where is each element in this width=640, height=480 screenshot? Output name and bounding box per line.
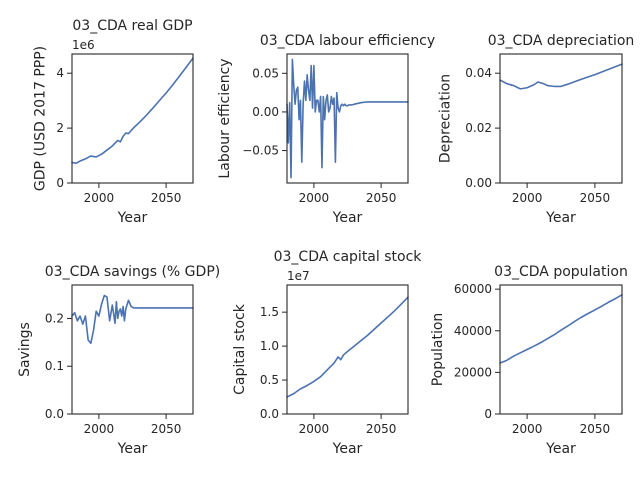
- axes-frame: [286, 53, 409, 184]
- x-tick-label: 2000: [512, 422, 543, 436]
- chart-title: 03_CDA depreciation: [488, 33, 635, 49]
- y-tick-label: 2: [56, 121, 64, 135]
- series-line: [499, 293, 623, 364]
- axis-offset-label: 1e6: [72, 38, 95, 52]
- x-axis-label: Year: [332, 210, 363, 226]
- axis-offset-label: 1e7: [287, 269, 310, 283]
- x-tick-label: 2000: [84, 422, 115, 436]
- x-tick-label: 2050: [366, 422, 397, 436]
- y-tick-label: 0.5: [260, 373, 279, 387]
- x-axis-label: Year: [117, 441, 148, 457]
- y-axis-label: Depreciation: [438, 74, 454, 163]
- series-line: [71, 294, 194, 345]
- x-tick-label: 2050: [151, 191, 182, 205]
- x-axis-label: Year: [332, 441, 363, 457]
- y-tick-label: 0.2: [45, 311, 64, 325]
- x-tick-label: 2000: [299, 191, 330, 205]
- chart-title: 03_CDA real GDP: [72, 18, 192, 34]
- y-tick-label: 40000: [454, 324, 492, 338]
- y-tick-label: 0: [56, 176, 64, 190]
- y-tick-label: 0.1: [45, 359, 64, 373]
- x-tick-label: 2050: [580, 422, 611, 436]
- x-tick-label: 2000: [299, 422, 330, 436]
- y-tick-label: 0.0: [45, 407, 64, 421]
- x-tick-label: 2050: [366, 191, 397, 205]
- y-tick-label: 1.0: [260, 339, 279, 353]
- chart-title: 03_CDA population: [494, 264, 628, 280]
- x-axis-label: Year: [117, 210, 148, 226]
- y-tick-label: 0.04: [465, 66, 492, 80]
- y-tick-label: 1.5: [260, 305, 279, 319]
- chart-title: 03_CDA capital stock: [274, 249, 423, 265]
- series-line: [499, 63, 623, 90]
- axes-frame: [71, 53, 194, 184]
- series-line: [286, 58, 409, 179]
- y-tick-label: 0: [484, 407, 492, 421]
- chart-title: 03_CDA savings (% GDP): [45, 264, 220, 280]
- y-tick-label: 20000: [454, 365, 492, 379]
- y-tick-label: 4: [56, 66, 64, 80]
- y-axis-label: GDP (USD 2017 PPP): [32, 46, 48, 191]
- series-line: [71, 57, 194, 165]
- x-tick-label: 2050: [580, 191, 611, 205]
- y-axis-label: Labour efficiency: [217, 58, 233, 178]
- axes-frame: [499, 284, 623, 415]
- chart-title: 03_CDA labour efficiency: [260, 33, 435, 49]
- axes-frame: [286, 284, 409, 415]
- y-axis-label: Savings: [17, 322, 33, 377]
- y-axis-label: Capital stock: [232, 303, 248, 395]
- y-tick-label: 0.05: [252, 66, 279, 80]
- x-tick-label: 2000: [84, 191, 115, 205]
- x-tick-label: 2050: [151, 422, 182, 436]
- x-axis-label: Year: [545, 441, 576, 457]
- axes-frame: [71, 284, 194, 415]
- y-tick-label: 60000: [454, 282, 492, 296]
- y-tick-label: −0.05: [242, 144, 279, 158]
- x-axis-label: Year: [545, 210, 576, 226]
- axes-frame: [499, 53, 623, 184]
- y-tick-label: 0.0: [260, 407, 279, 421]
- x-tick-label: 2000: [512, 191, 543, 205]
- y-tick-label: 0.00: [252, 105, 279, 119]
- y-axis-label: Population: [430, 313, 446, 387]
- y-tick-label: 0.02: [465, 121, 492, 135]
- y-tick-label: 0.00: [465, 176, 492, 190]
- series-line: [286, 296, 409, 398]
